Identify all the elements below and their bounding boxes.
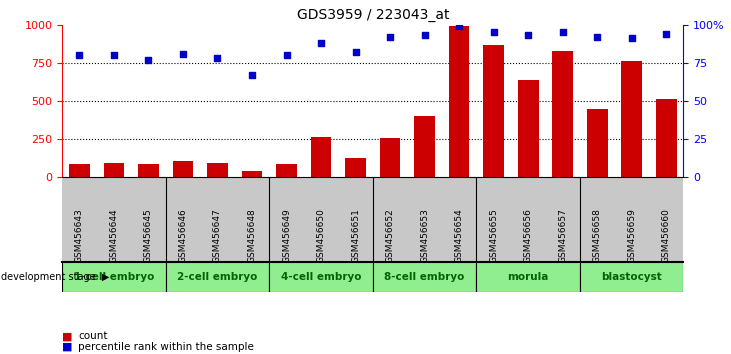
Text: development stage  ▶: development stage ▶ (1, 272, 109, 282)
Text: ■: ■ (62, 331, 72, 341)
Text: 4-cell embryo: 4-cell embryo (281, 272, 361, 282)
Bar (587, 109, 607, 177)
Bar (104, 163, 124, 177)
Bar (173, 161, 193, 177)
Bar (449, 26, 469, 177)
Bar (656, 99, 677, 177)
Point (143, 57, 154, 63)
Point (177, 51, 189, 57)
Text: percentile rank within the sample: percentile rank within the sample (78, 342, 254, 352)
Point (591, 34, 603, 40)
Bar (621, 61, 642, 177)
Bar (62, 262, 166, 292)
Point (419, 33, 431, 38)
Bar (269, 262, 373, 292)
Point (626, 36, 637, 41)
Point (74, 52, 86, 58)
Bar (483, 45, 504, 177)
Bar (69, 164, 90, 177)
Bar (414, 116, 435, 177)
Bar (379, 138, 401, 177)
Point (660, 31, 672, 37)
Bar (477, 262, 580, 292)
Bar (580, 262, 683, 292)
Point (453, 23, 465, 29)
Bar (166, 262, 269, 292)
Text: ■: ■ (62, 342, 72, 352)
Title: GDS3959 / 223043_at: GDS3959 / 223043_at (297, 8, 449, 22)
Point (385, 34, 396, 40)
Text: 1-cell embryo: 1-cell embryo (74, 272, 154, 282)
Point (212, 56, 224, 61)
Bar (553, 51, 573, 177)
Text: morula: morula (507, 272, 549, 282)
Bar (373, 262, 477, 292)
Bar (345, 158, 366, 177)
Point (108, 52, 120, 58)
Point (488, 30, 499, 35)
Text: 8-cell embryo: 8-cell embryo (385, 272, 465, 282)
Point (315, 40, 327, 46)
Bar (518, 80, 539, 177)
Point (246, 72, 258, 78)
Bar (276, 164, 297, 177)
Bar (311, 137, 331, 177)
Text: 2-cell embryo: 2-cell embryo (178, 272, 257, 282)
Bar (138, 164, 159, 177)
Point (349, 49, 361, 55)
Point (281, 52, 292, 58)
Bar (242, 171, 262, 177)
Bar (207, 163, 228, 177)
Text: count: count (78, 331, 107, 341)
Point (522, 33, 534, 38)
Text: blastocyst: blastocyst (602, 272, 662, 282)
Point (557, 30, 569, 35)
